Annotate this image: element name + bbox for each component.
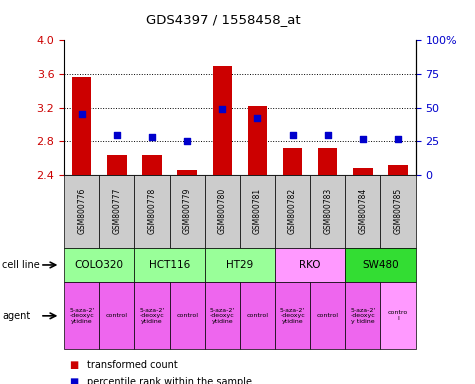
Text: GSM800783: GSM800783 — [323, 188, 332, 234]
Text: 5-aza-2'
-deoxyc
ytidine: 5-aza-2' -deoxyc ytidine — [209, 308, 235, 324]
Text: 5-aza-2'
-deoxyc
ytidine: 5-aza-2' -deoxyc ytidine — [139, 308, 165, 324]
Text: SW480: SW480 — [362, 260, 399, 270]
Text: GSM800784: GSM800784 — [359, 188, 367, 234]
Point — [289, 132, 296, 138]
Point — [324, 132, 332, 138]
Text: HT29: HT29 — [226, 260, 254, 270]
Text: GSM800778: GSM800778 — [148, 188, 156, 234]
Bar — [283, 148, 302, 175]
Text: cell line: cell line — [2, 260, 40, 270]
Point — [78, 111, 86, 117]
Text: 5-aza-2'
-deoxyc
ytidine: 5-aza-2' -deoxyc ytidine — [69, 308, 95, 324]
Text: agent: agent — [2, 311, 30, 321]
Point — [394, 136, 402, 142]
Bar — [389, 165, 408, 175]
Text: COLO320: COLO320 — [75, 260, 124, 270]
Text: GSM800780: GSM800780 — [218, 188, 227, 234]
Point — [183, 138, 191, 144]
Text: control: control — [317, 313, 339, 318]
Bar — [213, 66, 232, 175]
Text: HCT116: HCT116 — [149, 260, 190, 270]
Bar — [318, 148, 337, 175]
Text: GDS4397 / 1558458_at: GDS4397 / 1558458_at — [146, 13, 301, 26]
Text: control: control — [247, 313, 268, 318]
Bar — [142, 156, 162, 175]
Text: RKO: RKO — [299, 260, 321, 270]
Text: ■: ■ — [69, 377, 78, 384]
Text: GSM800779: GSM800779 — [183, 188, 191, 234]
Text: GSM800776: GSM800776 — [77, 188, 86, 234]
Text: control: control — [106, 313, 128, 318]
Text: control: control — [176, 313, 198, 318]
Text: 5-aza-2'
-deoxyc
y tidine: 5-aza-2' -deoxyc y tidine — [350, 308, 376, 324]
Bar — [72, 77, 91, 175]
Text: contro
l: contro l — [388, 310, 408, 321]
Bar — [107, 156, 126, 175]
Point — [359, 136, 367, 142]
Bar — [248, 106, 267, 175]
Text: GSM800781: GSM800781 — [253, 188, 262, 234]
Point — [113, 132, 121, 138]
Point — [254, 115, 261, 121]
Bar — [178, 170, 197, 175]
Text: percentile rank within the sample: percentile rank within the sample — [87, 377, 252, 384]
Text: transformed count: transformed count — [87, 360, 178, 370]
Bar — [353, 168, 372, 175]
Text: GSM800785: GSM800785 — [394, 188, 402, 234]
Point — [148, 134, 156, 140]
Text: ■: ■ — [69, 360, 78, 370]
Text: GSM800777: GSM800777 — [113, 188, 121, 234]
Text: 5-aza-2'
-deoxyc
ytidine: 5-aza-2' -deoxyc ytidine — [280, 308, 305, 324]
Text: GSM800782: GSM800782 — [288, 188, 297, 234]
Point — [218, 106, 226, 112]
